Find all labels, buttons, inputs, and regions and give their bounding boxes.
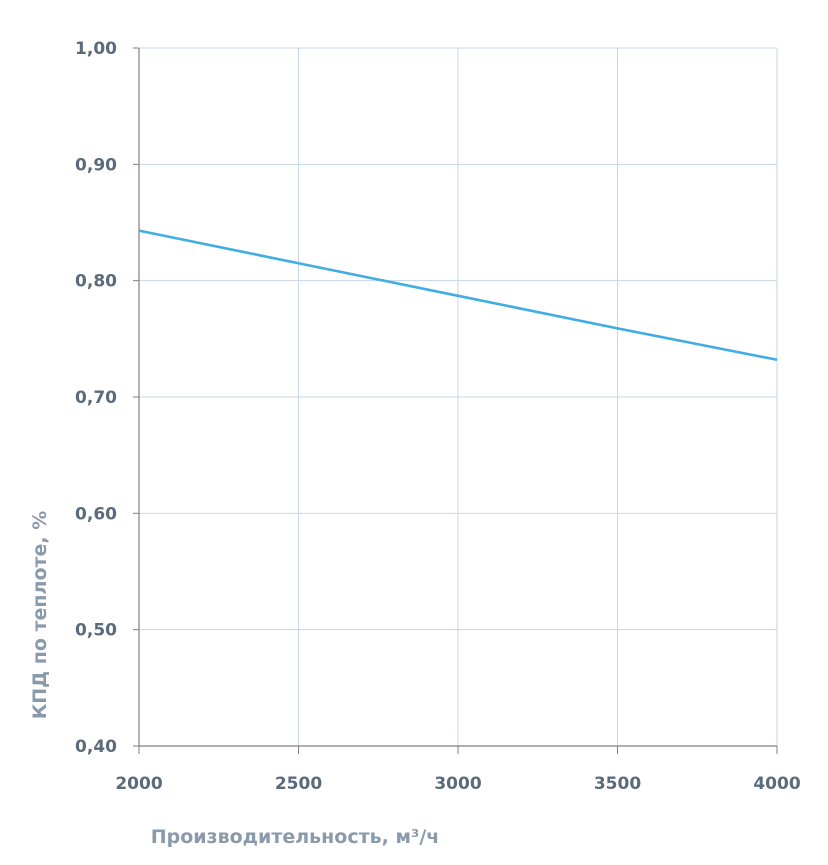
series [138, 229, 778, 362]
x-tick-label: 3500 [594, 774, 641, 794]
y-tick-label: 1,00 [75, 39, 117, 59]
y-tick-label: 0,60 [75, 504, 117, 524]
x-axis-title: Производительность, м³/ч [151, 826, 440, 848]
y-tick-labels: 0,40 0,50 0,60 0,70 0,80 0,90 1,00 [75, 39, 117, 757]
y-tick-label: 0,90 [75, 155, 117, 175]
grid [139, 47, 778, 746]
x-tick-label: 2000 [115, 774, 162, 794]
x-tick-label: 4000 [753, 774, 800, 794]
y-tick-label: 0,70 [75, 388, 117, 408]
y-axis-title: КПД по теплоте, % [29, 511, 51, 720]
x-tick-label: 3000 [434, 774, 481, 794]
axes [133, 47, 778, 754]
y-tick-label: 0,50 [75, 621, 117, 641]
series-line-kpd [138, 229, 778, 362]
x-tick-label: 2500 [275, 774, 322, 794]
x-tick-labels: 2000 2500 3000 3500 4000 [115, 774, 800, 794]
y-tick-label: 0,80 [75, 272, 117, 292]
y-tick-label: 0,40 [75, 737, 117, 757]
